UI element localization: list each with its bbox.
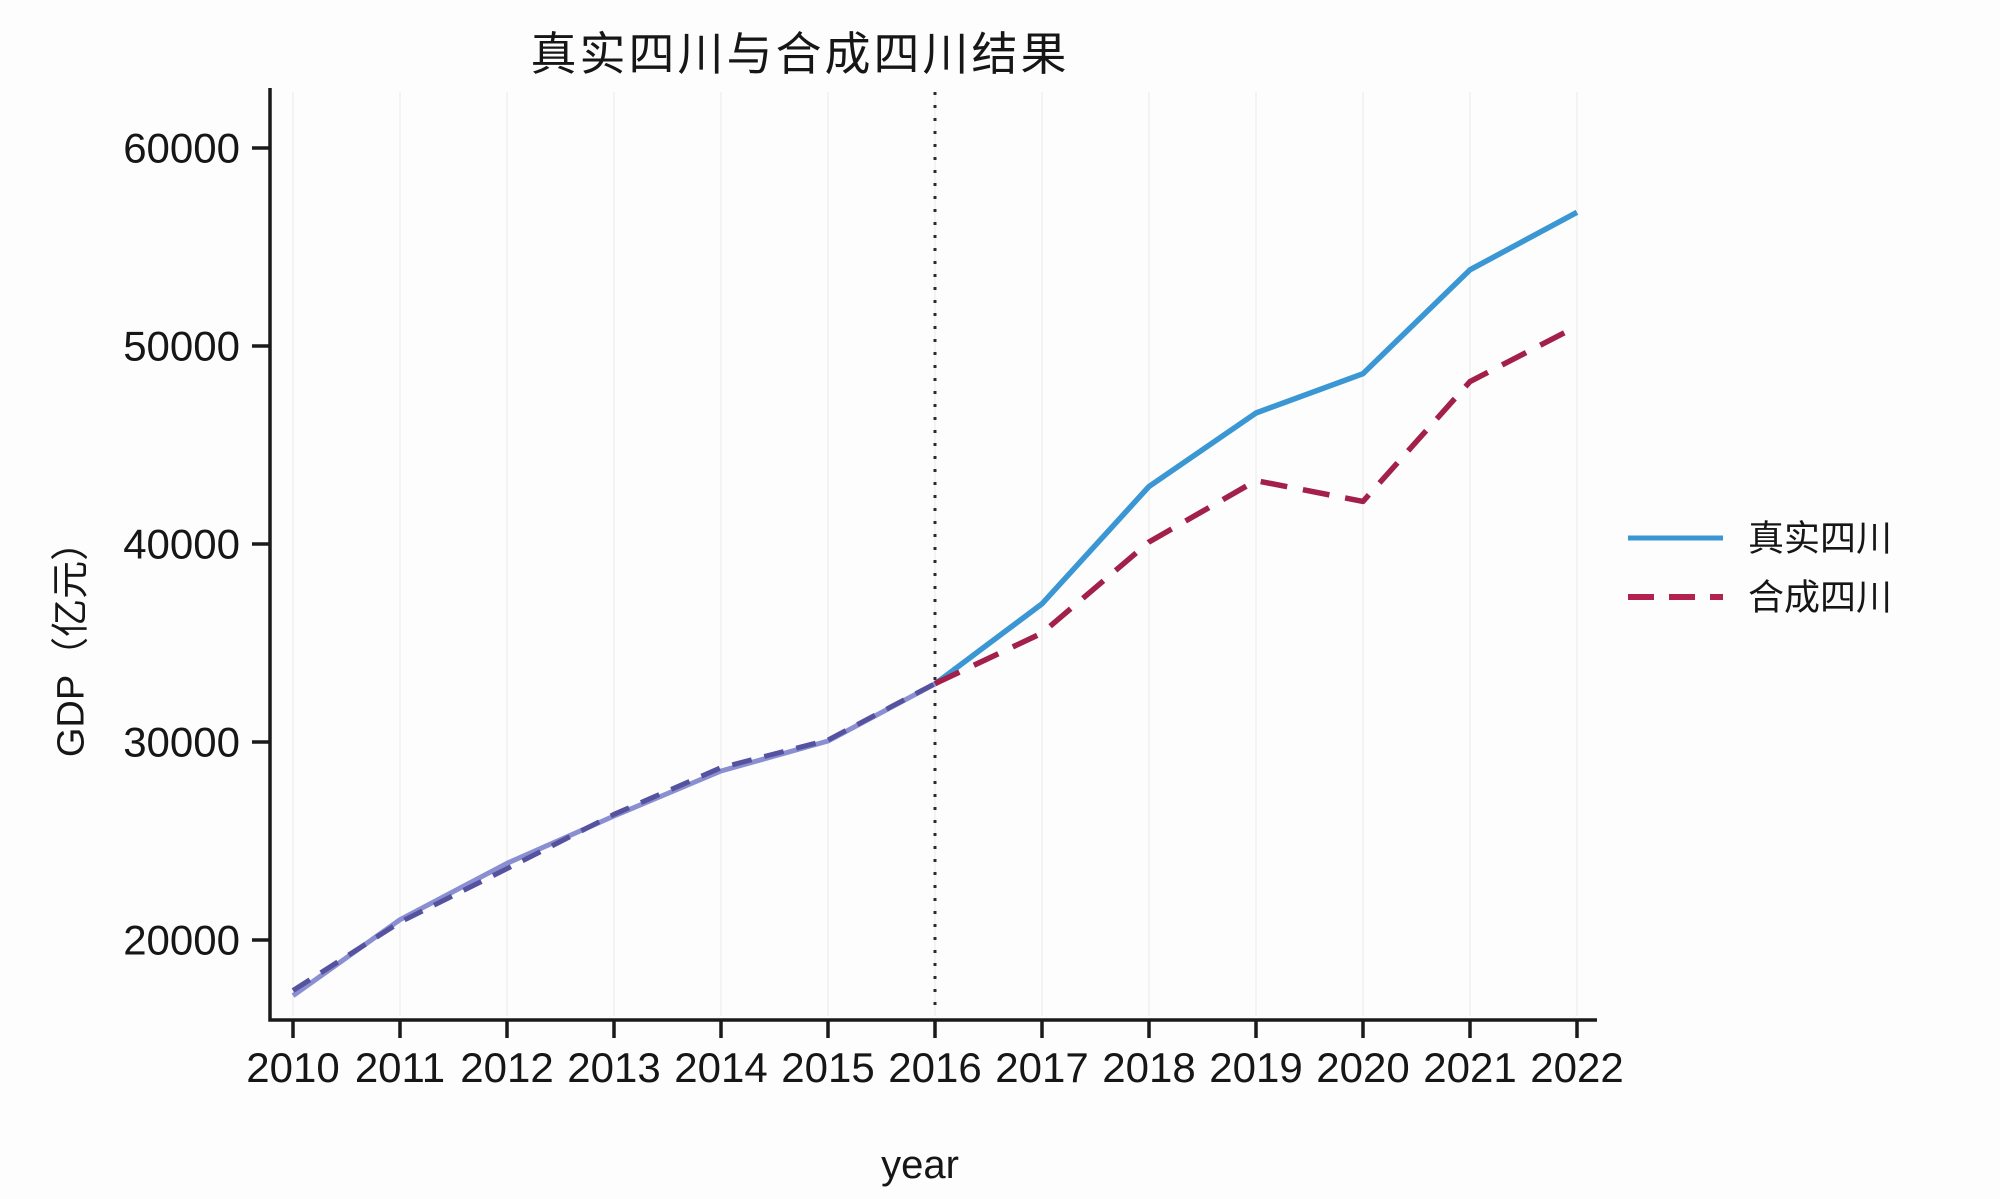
y-tick-label: 60000	[123, 125, 240, 172]
series-segment-post-treatment	[933, 209, 1579, 687]
chart-title: 真实四川与合成四川结果	[531, 28, 1070, 80]
synthetic-sichuan-line	[291, 323, 1579, 993]
x-tick-label: 2015	[781, 1044, 874, 1091]
x-tick-label: 2018	[1102, 1044, 1195, 1091]
legend-real-label: 真实四川	[1748, 518, 1892, 559]
y-axis-label: GDP（亿元）	[50, 523, 92, 757]
x-tick-label: 2014	[674, 1044, 767, 1091]
gridlines	[292, 92, 1578, 1016]
x-axis-label: year	[881, 1143, 959, 1187]
y-tick-label: 20000	[123, 917, 240, 964]
x-tick-label: 2020	[1316, 1044, 1409, 1091]
x-tick-label: 2012	[460, 1044, 553, 1091]
y-tick-label: 40000	[123, 521, 240, 568]
x-tick-label: 2019	[1209, 1044, 1302, 1091]
x-tick-label: 2016	[888, 1044, 981, 1091]
x-tick-label: 2010	[246, 1044, 339, 1091]
y-tick-label: 30000	[123, 719, 240, 766]
x-tick-label: 2022	[1530, 1044, 1623, 1091]
y-tick-label: 50000	[123, 323, 240, 370]
series-segment-pre-treatment	[291, 681, 937, 993]
x-tick-label: 2021	[1423, 1044, 1516, 1091]
axis-lines	[268, 88, 1597, 1022]
legend-synthetic-label: 合成四川	[1748, 577, 1892, 618]
x-tick-label: 2011	[355, 1044, 445, 1091]
axes: 20000 30000 40000 50000 60000 2010 2011 2012 201…	[123, 88, 1624, 1091]
x-tick-label: 2017	[995, 1044, 1088, 1091]
series-segment-post-treatment	[933, 323, 1579, 687]
x-tick-label: 2013	[567, 1044, 660, 1091]
